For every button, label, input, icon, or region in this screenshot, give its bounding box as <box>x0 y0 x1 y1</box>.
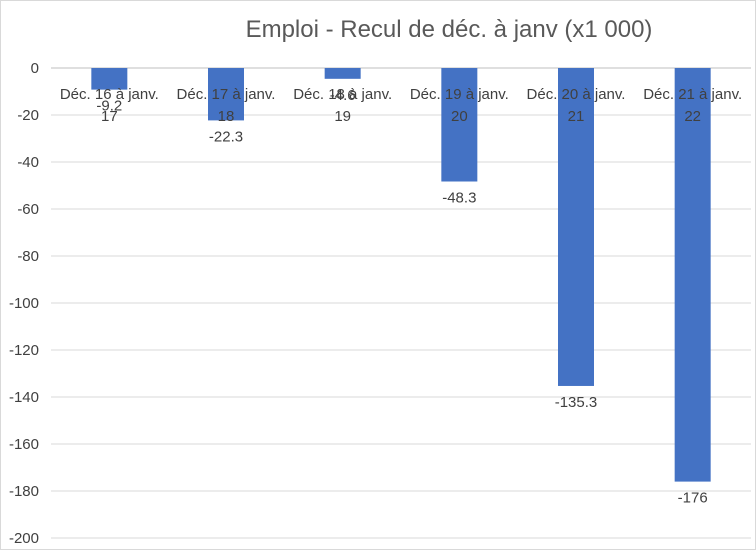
gridlines <box>51 67 751 539</box>
y-tick-label: -40 <box>17 154 39 171</box>
y-tick-label: -160 <box>9 436 39 453</box>
y-tick-label: -20 <box>17 107 39 124</box>
y-tick-label: -60 <box>17 201 39 218</box>
data-label: -135.3 <box>555 394 598 411</box>
x-axis-categories: Déc. 16 à janv. 17 Déc. 17 à janv. 18 Déc. 1… <box>60 86 742 125</box>
bar <box>324 68 361 79</box>
bar <box>208 68 244 121</box>
category-label: Déc. 19 à janv. 20 <box>410 86 509 125</box>
y-axis-ticks: 0 -20 -40 -60 -80 -100 -120 -140 -160 -180 -200 <box>9 60 39 547</box>
data-label: -9.2 <box>96 98 122 115</box>
data-label: -22.3 <box>209 128 243 145</box>
y-tick-label: -200 <box>9 530 39 547</box>
y-tick-label: -80 <box>17 248 39 265</box>
bars <box>91 68 711 482</box>
y-tick-label: -100 <box>9 295 39 312</box>
y-tick-label: -120 <box>9 342 39 359</box>
y-tick-label: 0 <box>31 60 39 77</box>
data-label: -48.3 <box>442 190 476 207</box>
y-tick-label: -180 <box>9 483 39 500</box>
data-labels: -9.2 -22.3 -4.6 -48.3 -135.3 -176 <box>96 87 707 507</box>
bar <box>674 68 711 482</box>
category-label: Déc. 16 à janv. 17 <box>60 86 159 125</box>
bar <box>441 68 478 182</box>
y-tick-label: -140 <box>9 389 39 406</box>
category-label: Déc. 21 à janv. 22 <box>643 86 742 125</box>
category-label: Déc. 18 à janv. 19 <box>293 86 392 125</box>
data-label: -176 <box>678 490 708 507</box>
data-label: -4.6 <box>330 87 356 104</box>
category-label: Déc. 17 à janv. 18 <box>177 86 276 125</box>
bar <box>558 68 594 386</box>
category-label: Déc. 20 à janv. 21 <box>527 86 626 125</box>
bar <box>91 68 128 90</box>
chart-title: Emploi - Recul de déc. à janv (x1 000) <box>246 16 653 43</box>
